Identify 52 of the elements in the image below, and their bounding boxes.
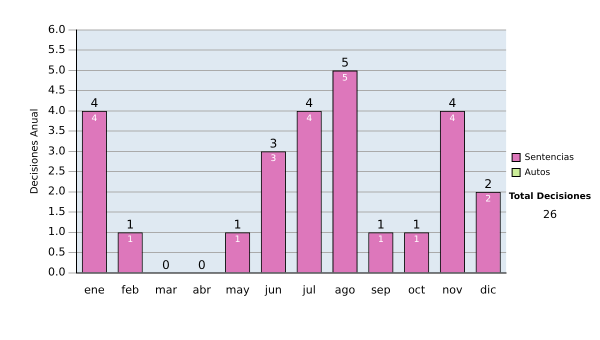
y-tick-label: 0.0 <box>48 266 66 279</box>
total-label: 1 <box>412 217 420 232</box>
total-label: 1 <box>376 217 385 232</box>
total-label: 4 <box>305 96 314 110</box>
x-tick-label: ago <box>334 283 356 296</box>
data-label: 4 <box>450 114 456 124</box>
total-label: 1 <box>234 217 242 232</box>
data-label: 1 <box>127 235 134 246</box>
y-tick-label: 5.5 <box>48 43 66 56</box>
total-label: 3 <box>270 136 278 151</box>
x-tick-label: sep <box>371 283 391 296</box>
y-tick-label: 6.0 <box>48 22 66 36</box>
y-axis-title: Decisiones Anual <box>30 108 41 194</box>
total-label: 0 <box>162 258 170 272</box>
x-tick-label: ene <box>84 283 105 296</box>
data-label: 3 <box>270 154 276 164</box>
x-tick-label: mar <box>155 283 178 296</box>
y-tick-label: 4.5 <box>48 84 66 97</box>
total-label: 2 <box>484 176 492 191</box>
total-label: 1 <box>126 217 134 232</box>
data-label: 2 <box>485 194 492 205</box>
x-tick-label: abr <box>192 283 212 296</box>
y-tick-label: 3.0 <box>48 144 66 158</box>
data-label: 1 <box>414 235 420 246</box>
y-tick-label: 5.0 <box>48 63 66 76</box>
y-tick-label: 1.5 <box>48 204 66 218</box>
x-tick-label: feb <box>121 283 140 296</box>
text: 26 <box>542 208 558 221</box>
x-tick-label: jul <box>302 283 316 296</box>
x-tick-label: dic <box>480 283 496 296</box>
data-label: 5 <box>342 73 348 84</box>
y-tick-label: 2.5 <box>48 164 66 178</box>
y-tick-label: 1.0 <box>48 225 66 238</box>
data-label: 1 <box>234 235 240 246</box>
text: Total Decisiones <box>508 192 592 202</box>
total-label: 5 <box>341 56 349 70</box>
x-tick-label: oct <box>408 283 426 296</box>
x-tick-label: jun <box>264 283 282 296</box>
x-tick-label: may <box>226 283 250 296</box>
y-tick-label: 2.0 <box>48 184 66 198</box>
y-tick-label: 3.5 <box>48 124 66 138</box>
x-tick-label: nov <box>442 283 464 296</box>
data-label: 1 <box>378 235 384 246</box>
total-label: 0 <box>198 258 206 272</box>
legend-label: Sentencias <box>524 152 574 163</box>
total-label: 4 <box>448 96 456 110</box>
legend-label: Autos <box>524 168 551 178</box>
total-label: 4 <box>90 96 98 110</box>
y-tick-label: 0.5 <box>48 245 66 258</box>
y-tick-label: 4.0 <box>48 104 66 117</box>
data-label: 4 <box>92 114 98 124</box>
data-label: 4 <box>306 114 312 124</box>
